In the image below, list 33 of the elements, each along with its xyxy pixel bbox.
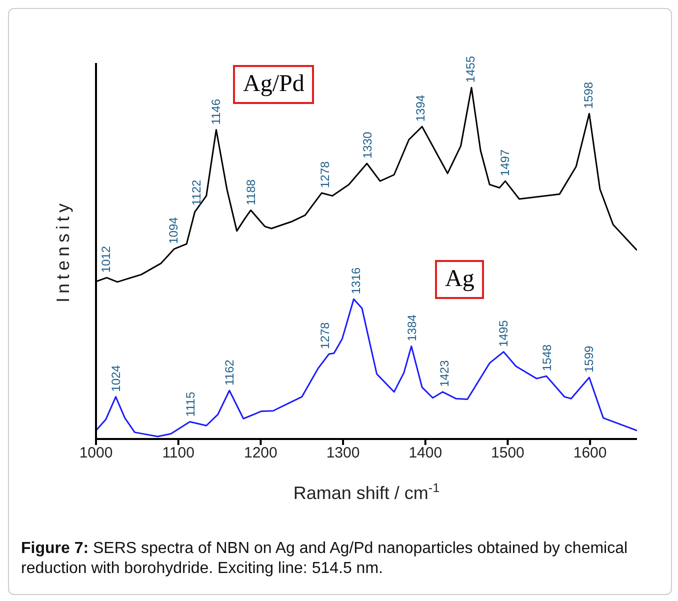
- x-axis-title: Raman shift / cm$^{-1}$: [293, 481, 440, 503]
- text: Ag: [435, 260, 484, 299]
- annotation: 1330: [360, 131, 375, 158]
- x-tick-label: 1100: [162, 444, 194, 462]
- x-tick-label: 1400: [408, 444, 442, 462]
- annotation: 1394: [413, 94, 428, 122]
- annotation: 1384: [405, 314, 420, 342]
- annotation: 1548: [540, 344, 554, 372]
- annotation: 1497: [498, 149, 512, 176]
- y-axis-title: Intensity: [53, 199, 73, 303]
- annotation: 1012: [98, 246, 113, 273]
- annotation: 1495: [496, 320, 511, 347]
- annotation: 1423: [437, 360, 452, 387]
- x-tick-label: 1500: [491, 444, 524, 462]
- series-label: Ag/Pd: [233, 65, 314, 104]
- caption: Figure 7: SERS spectra of NBN on Ag and Ag/Pd nanoparticles obtained by chemical reduction with borohydride. Exciting line: 514.5 nm.: [21, 539, 629, 579]
- x-tick-label: 1300: [326, 444, 360, 462]
- annotation: 1024: [108, 364, 123, 392]
- x-tick-label: 1600: [573, 444, 607, 462]
- annotation: 1188: [244, 179, 258, 206]
- annotation: 1599: [582, 345, 596, 373]
- annotation: 1278: [318, 322, 332, 349]
- annotation: 1115: [184, 392, 198, 417]
- annotation: 1094: [166, 216, 180, 244]
- annotation: 1146: [209, 98, 224, 125]
- annotation: 1278: [318, 160, 332, 188]
- x-tick-label: 1200: [244, 444, 278, 462]
- annotation: 1316: [349, 267, 364, 294]
- annotation: 1455: [464, 56, 478, 83]
- annotation: 1122: [189, 179, 204, 206]
- x-tick-label: 1000: [79, 444, 113, 462]
- annotation: 1598: [581, 82, 596, 109]
- annotation: 1162: [222, 359, 236, 386]
